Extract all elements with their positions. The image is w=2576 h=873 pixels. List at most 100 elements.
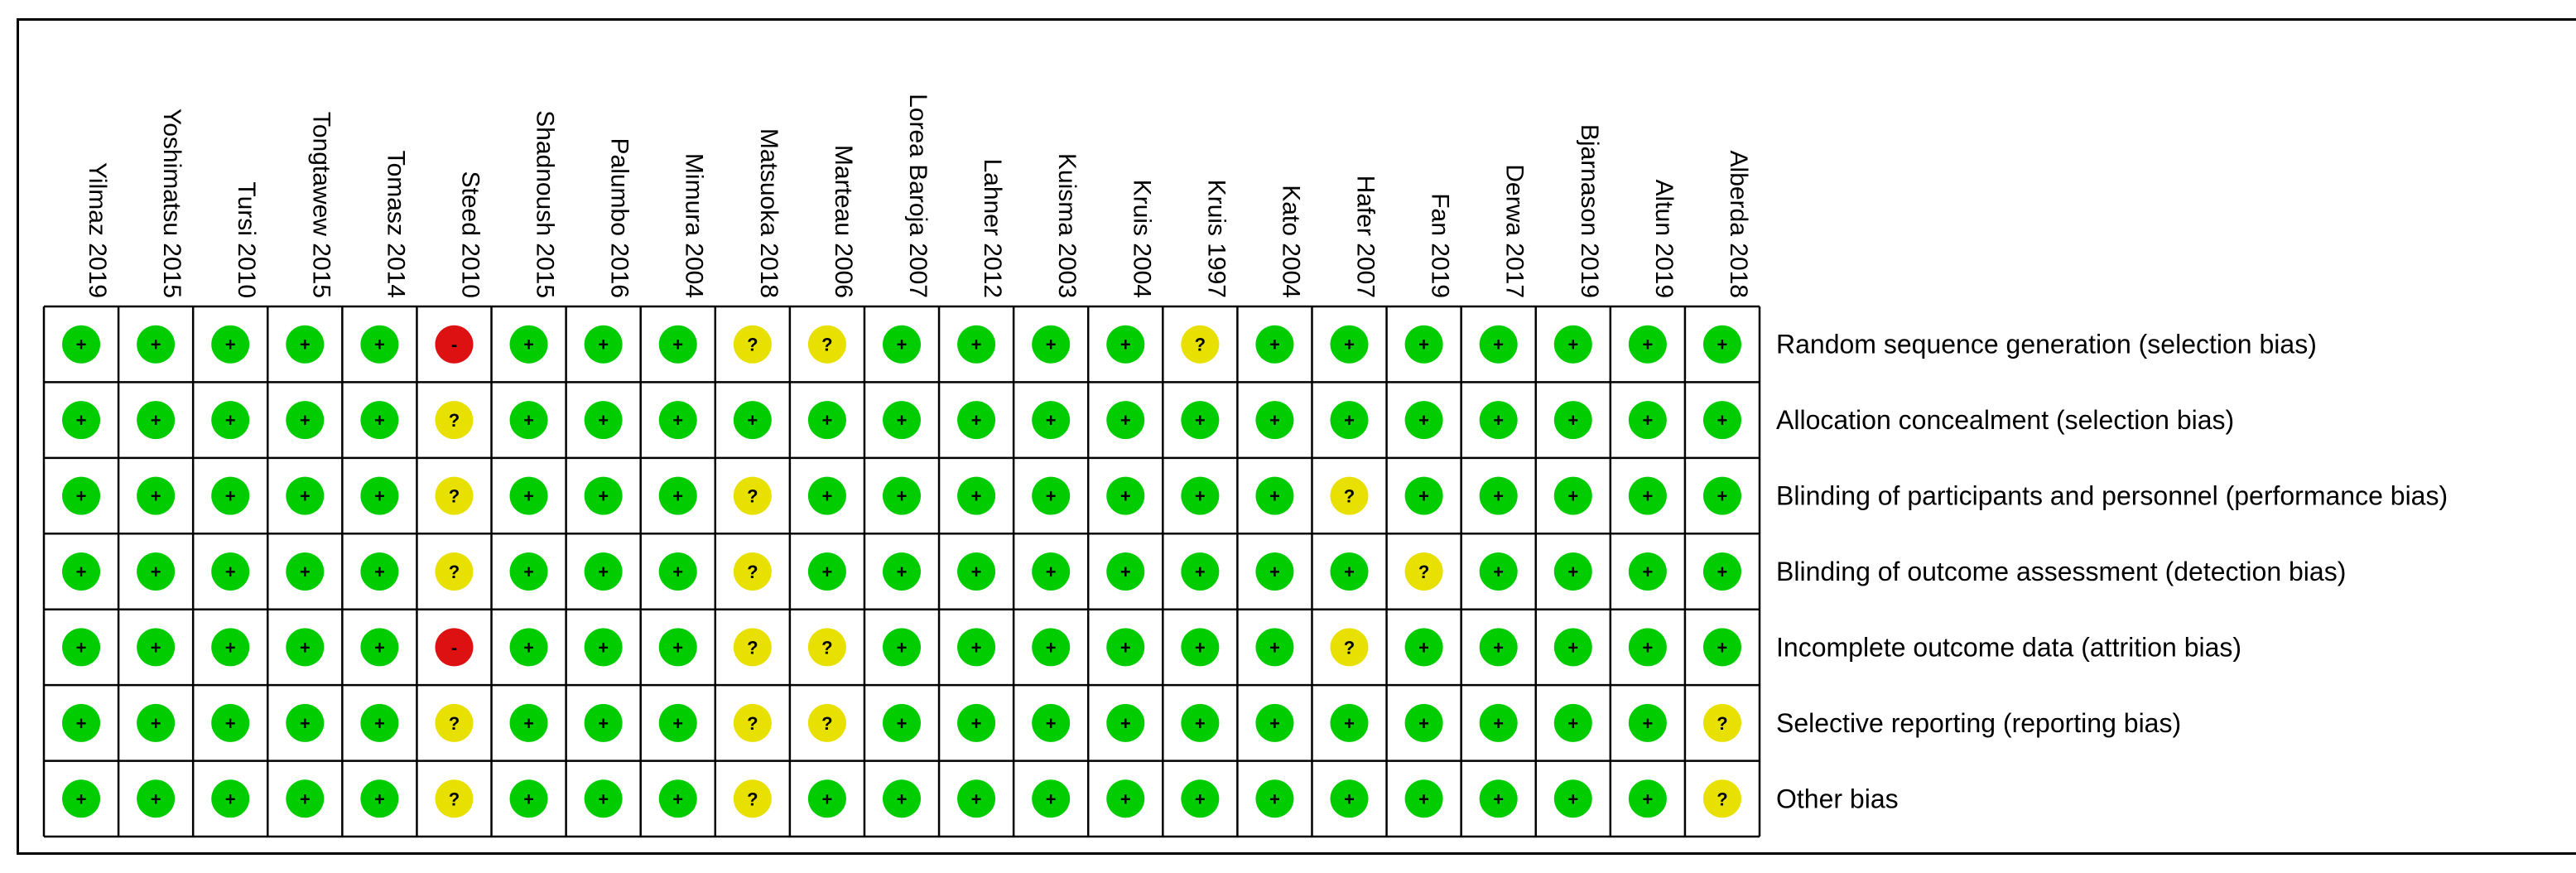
rating-symbol: + <box>1269 713 1280 734</box>
domain-label: Incomplete outcome data (attrition bias) <box>1776 632 2241 662</box>
rating-symbol: + <box>1717 637 1728 658</box>
rating-symbol: + <box>151 637 161 658</box>
rating-dot <box>62 628 101 667</box>
rating-dot <box>360 779 399 818</box>
rating-dot <box>883 779 921 818</box>
rating-dot <box>137 779 176 818</box>
rating-symbol: + <box>1344 410 1355 431</box>
rating-symbol: + <box>300 713 311 734</box>
rating-dot <box>1479 325 1518 364</box>
rating-symbol: + <box>1418 335 1429 355</box>
rating-dot <box>1032 779 1071 818</box>
rating-symbol: + <box>225 562 236 582</box>
rating-dot <box>957 552 996 591</box>
rating-symbol: + <box>897 637 908 658</box>
rating-symbol: + <box>1642 562 1653 582</box>
rating-dot <box>1553 779 1592 818</box>
rating-dot <box>1479 779 1518 818</box>
rating-symbol: + <box>1269 335 1280 355</box>
rating-dot <box>1106 401 1145 440</box>
rating-dot <box>360 552 399 591</box>
rating-symbol: + <box>1120 713 1131 734</box>
rating-symbol: + <box>76 335 87 355</box>
rating-dot <box>1181 628 1220 667</box>
rating-dot <box>733 401 772 440</box>
study-label: Matsuoka 2018 <box>755 128 782 298</box>
rating-symbol: + <box>151 335 161 355</box>
rating-symbol: + <box>374 637 385 658</box>
rating-dot <box>1553 325 1592 364</box>
rating-symbol: + <box>971 789 982 809</box>
rating-symbol: + <box>523 637 534 658</box>
rating-symbol: + <box>76 562 87 582</box>
rating-dot <box>658 476 697 515</box>
rating-symbol: + <box>300 486 311 507</box>
rating-dot <box>286 325 325 364</box>
rating-symbol: + <box>598 562 609 582</box>
rating-dot <box>435 325 474 364</box>
rating-symbol: + <box>1567 562 1578 582</box>
rating-symbol: ? <box>747 637 758 658</box>
rating-dot <box>509 628 548 667</box>
rating-dot <box>1255 552 1294 591</box>
rating-dot <box>62 401 101 440</box>
rating-dot <box>1330 779 1369 818</box>
rating-dot <box>584 401 623 440</box>
rating-symbol: ? <box>747 713 758 734</box>
rating-dot <box>62 325 101 364</box>
rating-symbol: + <box>1642 789 1653 809</box>
rating-dot <box>137 552 176 591</box>
rating-dot <box>1479 703 1518 742</box>
rating-dot <box>1479 476 1518 515</box>
rating-dot <box>1032 401 1071 440</box>
rating-dot <box>1330 401 1369 440</box>
rating-symbol: + <box>1493 410 1504 431</box>
rating-symbol: + <box>1269 410 1280 431</box>
rating-dot <box>807 703 846 742</box>
domain-label: Allocation concealment (selection bias) <box>1776 405 2234 435</box>
rating-symbol: + <box>1269 562 1280 582</box>
rating-symbol: + <box>300 789 311 809</box>
rating-dot <box>658 552 697 591</box>
rating-dot <box>360 703 399 742</box>
rating-symbol: + <box>747 410 758 431</box>
rating-dot <box>509 703 548 742</box>
rating-symbol: ? <box>1717 713 1727 734</box>
rating-dot <box>1404 476 1443 515</box>
rating-symbol: + <box>1717 562 1728 582</box>
rating-dot <box>1255 476 1294 515</box>
rating-symbol: + <box>971 713 982 734</box>
rating-symbol: + <box>1493 789 1504 809</box>
rating-symbol: + <box>971 335 982 355</box>
risk-of-bias-figure: Yilmaz 2019 Yoshimatsu 2015 Tursi 2010 Tong… <box>17 18 2576 855</box>
rating-dot <box>1106 779 1145 818</box>
rating-dot <box>658 703 697 742</box>
study-label: Tomasz 2014 <box>382 151 409 298</box>
rating-dot <box>435 401 474 440</box>
rating-dot <box>1106 476 1145 515</box>
rating-dot <box>584 552 623 591</box>
study-label: Shadnoush 2015 <box>532 110 559 298</box>
rating-symbol: + <box>1195 789 1206 809</box>
rating-dot <box>1032 703 1071 742</box>
rating-dot <box>1106 703 1145 742</box>
rating-symbol: + <box>672 562 683 582</box>
rating-dot <box>883 476 921 515</box>
rating-symbol: + <box>225 713 236 734</box>
rating-dot <box>435 628 474 667</box>
rating-dot <box>1330 476 1369 515</box>
rating-dot <box>957 401 996 440</box>
rating-symbol: ? <box>1195 335 1206 355</box>
rating-dot <box>360 325 399 364</box>
rating-symbol: + <box>897 789 908 809</box>
rating-symbol: + <box>598 789 609 809</box>
rating-dot <box>211 401 250 440</box>
rating-dot <box>1553 628 1592 667</box>
rating-symbol: + <box>374 789 385 809</box>
rating-symbol: + <box>1195 410 1206 431</box>
rating-symbol: + <box>1195 637 1206 658</box>
study-label: Kruis 1997 <box>1202 180 1230 298</box>
rating-symbol: + <box>1120 410 1131 431</box>
study-label: Derwa 2017 <box>1501 164 1529 298</box>
rating-dot <box>286 703 325 742</box>
